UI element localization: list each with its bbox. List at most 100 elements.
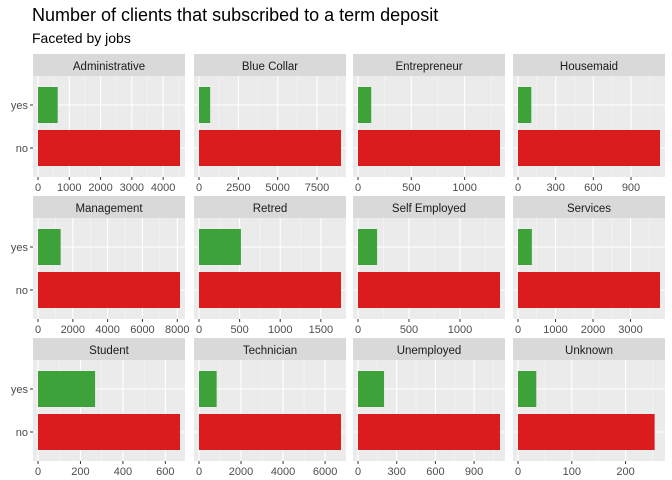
facet-unknown: Unknown 0 100 200	[513, 338, 665, 478]
bar-no	[358, 130, 500, 166]
bar-yes	[518, 87, 532, 123]
x-tick-label: 4000	[151, 182, 175, 194]
bar-no	[518, 414, 655, 450]
facet-technician: Technician 0 2000 4000 6000	[194, 338, 346, 478]
x-tick-label: 6000	[130, 324, 154, 336]
x-tick-label: 0	[35, 324, 41, 336]
facet-entrepreneur: Entrepreneur 0 500 1000	[353, 54, 505, 194]
x-tick-label: 200	[71, 466, 89, 478]
x-tick-label: 600	[584, 182, 602, 194]
x-tick-label: 3000	[618, 324, 642, 336]
bar-no	[518, 272, 660, 308]
bar-no	[358, 272, 500, 308]
facet-strip-label: Unemployed	[397, 345, 462, 357]
x-tick-label: 1000	[543, 324, 567, 336]
x-tick-label: 1000	[268, 324, 292, 336]
x-tick-label: 1000	[57, 182, 81, 194]
chart-subtitle: Faceted by jobs	[32, 30, 131, 46]
x-tick-label: 0	[515, 182, 521, 194]
x-tick-label: 1000	[448, 324, 472, 336]
facet-management: Management 0 2000 4000 6000 8000 yes no	[11, 196, 190, 336]
x-tick-label: 0	[35, 182, 41, 194]
facet-strip	[33, 338, 185, 360]
facet-strip	[194, 196, 346, 218]
y-tick-label: yes	[11, 384, 29, 396]
facet-strip	[33, 196, 185, 218]
bar-no	[199, 130, 341, 166]
x-tick-label: 300	[546, 182, 564, 194]
facet-administrative: Administrative 0 1000 2000 3000 4000 yes no	[11, 54, 185, 194]
x-tick-label: 2000	[88, 182, 112, 194]
x-tick-label: 500	[402, 182, 420, 194]
bar-yes	[38, 229, 61, 265]
bar-no	[199, 414, 341, 450]
bar-no	[38, 272, 180, 308]
y-tick-label: yes	[11, 100, 29, 112]
facet-strip	[194, 338, 346, 360]
bar-yes	[358, 87, 372, 123]
facet-student: Student 0 200 400 600 yes no	[11, 338, 185, 478]
bar-yes	[38, 87, 58, 123]
x-tick-label: 500	[230, 324, 248, 336]
facet-strip	[353, 196, 505, 218]
x-tick-label: 0	[355, 324, 361, 336]
x-tick-label: 0	[515, 324, 521, 336]
y-tick-label: no	[16, 143, 28, 155]
facet-strip-label: Entrepreneur	[395, 61, 462, 73]
bar-yes	[199, 87, 211, 123]
bar-yes	[358, 229, 378, 265]
facet-strip-label: Unknown	[565, 345, 613, 357]
x-tick-label: 2000	[581, 324, 605, 336]
x-tick-label: 3000	[120, 182, 144, 194]
x-tick-label: 6000	[313, 466, 337, 478]
facet-blue-collar: Blue Collar 0 2500 5000 7500	[194, 54, 346, 194]
x-tick-label: 0	[35, 466, 41, 478]
bar-no	[38, 414, 180, 450]
facet-retred: Retred 0 500 1000 1500	[194, 196, 346, 336]
facet-strip-label: Student	[89, 345, 129, 357]
facet-strip-label: Technician	[243, 345, 297, 357]
y-tick-label: no	[16, 285, 28, 297]
x-tick-label: 0	[355, 466, 361, 478]
facet-housemaid: Housemaid 0 300 600 900	[513, 54, 665, 194]
bar-no	[38, 130, 180, 166]
x-tick-label: 100	[563, 466, 581, 478]
facet-strip-label: Housemaid	[560, 61, 618, 73]
facet-services: Services 0 1000 2000 3000	[513, 196, 665, 336]
x-tick-label: 600	[156, 466, 174, 478]
facet-strip	[194, 54, 346, 76]
facet-strip	[513, 54, 665, 76]
x-tick-label: 0	[196, 182, 202, 194]
bar-no	[518, 130, 660, 166]
facet-strip	[33, 54, 185, 76]
y-tick-label: yes	[11, 242, 29, 254]
facet-strip	[513, 338, 665, 360]
x-tick-label: 900	[622, 182, 640, 194]
y-tick-label: no	[16, 427, 28, 439]
bar-yes	[518, 229, 532, 265]
x-tick-label: 2000	[229, 466, 253, 478]
facet-strip	[353, 54, 505, 76]
bar-yes	[38, 371, 96, 407]
x-tick-label: 7500	[305, 182, 329, 194]
bar-yes	[518, 371, 537, 407]
x-tick-label: 1500	[309, 324, 333, 336]
x-tick-label: 4000	[95, 324, 119, 336]
bar-yes	[358, 371, 385, 407]
facet-unemployed: Unemployed 0 300 600 900	[353, 338, 505, 478]
x-tick-label: 900	[465, 466, 483, 478]
bar-no	[199, 272, 341, 308]
x-tick-label: 1000	[452, 182, 476, 194]
x-tick-label: 600	[426, 466, 444, 478]
x-tick-label: 500	[400, 324, 418, 336]
x-tick-label: 8000	[165, 324, 189, 336]
x-tick-label: 400	[114, 466, 132, 478]
x-tick-label: 200	[616, 466, 634, 478]
facet-strip	[513, 196, 665, 218]
x-tick-label: 0	[355, 182, 361, 194]
x-tick-label: 0	[196, 324, 202, 336]
bar-yes	[199, 371, 217, 407]
chart-title: Number of clients that subscribed to a t…	[32, 5, 438, 25]
